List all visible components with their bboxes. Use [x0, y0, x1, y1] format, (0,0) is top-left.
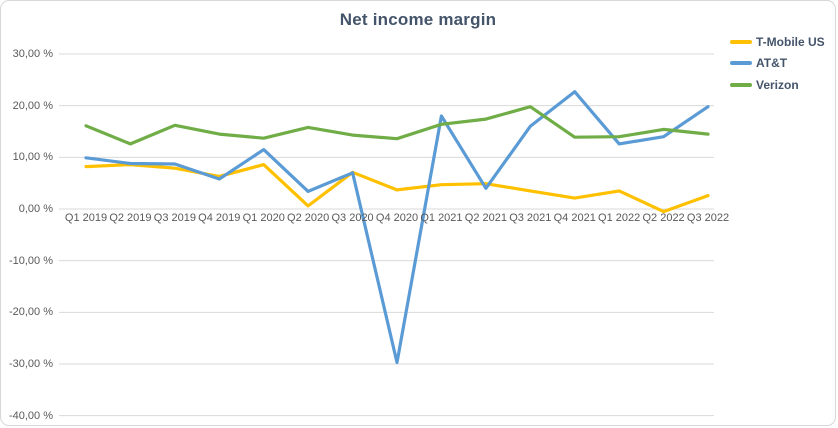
x-tick-label: Q1 2021: [420, 212, 463, 224]
legend: T-Mobile US AT&T Verizon: [730, 31, 825, 96]
legend-label: T-Mobile US: [756, 34, 825, 49]
x-tick-label: Q3 2021: [509, 212, 552, 224]
chart-title: Net income margin: [339, 10, 497, 29]
legend-line-swatch: [730, 39, 752, 44]
y-tick-label: 30,00 %: [12, 47, 53, 60]
x-tick-label: Q3 2020: [331, 212, 374, 224]
legend-item-at-t[interactable]: AT&T: [730, 53, 825, 75]
x-tick-label: Q2 2020: [287, 212, 330, 224]
x-tick-label: Q1 2019: [64, 212, 108, 224]
x-tick-label: Q3 2022: [686, 212, 730, 224]
series-line-at-t[interactable]: [84, 90, 710, 365]
y-tick-label: -10,00 %: [8, 254, 53, 267]
x-tick-label: Q2 2021: [464, 212, 507, 224]
y-tick-label: 10,00 %: [12, 151, 53, 164]
legend-line-swatch: [730, 61, 752, 66]
x-tick-label: Q1 2022: [598, 212, 641, 224]
x-tick-label: Q2 2019: [109, 212, 152, 224]
x-tick-label: Q4 2019: [198, 212, 241, 224]
series-line-verizon[interactable]: [84, 105, 710, 146]
legend-label: AT&T: [756, 56, 788, 71]
y-tick-label: -30,00 %: [8, 358, 53, 370]
series-line-t-mobile-us[interactable]: [84, 163, 710, 214]
y-tick-label: 20,00 %: [12, 99, 53, 112]
legend-label: Verizon: [756, 77, 799, 92]
legend-item-t-mobile-us[interactable]: T-Mobile US: [730, 31, 825, 53]
x-tick-label: Q3 2019: [153, 212, 196, 224]
x-tick-label: Q2 2022: [642, 212, 685, 224]
legend-item-verizon[interactable]: Verizon: [730, 74, 825, 96]
legend-line-swatch: [730, 82, 752, 87]
x-tick-label: Q4 2021: [553, 212, 596, 224]
x-tick-label: Q4 2020: [375, 212, 419, 224]
y-tick-label: 0,00 %: [18, 203, 53, 215]
x-tick-label: Q1 2020: [242, 212, 285, 224]
y-tick-label: -20,00 %: [8, 306, 53, 319]
y-tick-label: -40,00 %: [8, 409, 53, 422]
